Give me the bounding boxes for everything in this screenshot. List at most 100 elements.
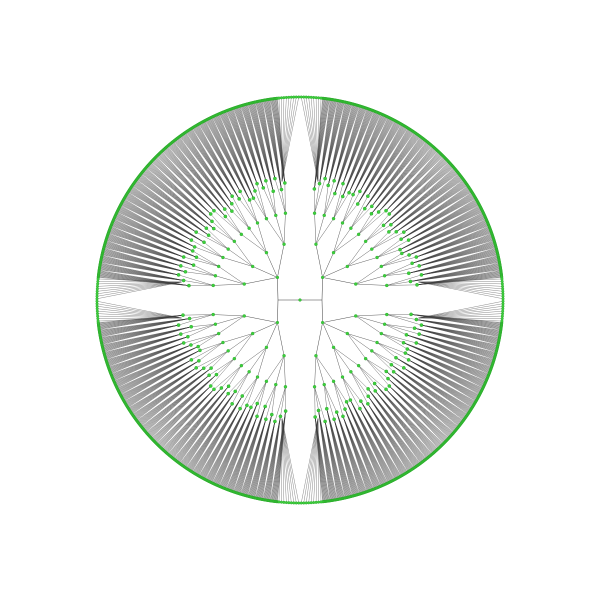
leaf-edge bbox=[418, 278, 502, 283]
leaf-edge bbox=[319, 100, 338, 184]
leaf-edge bbox=[150, 162, 213, 222]
level3-edge bbox=[253, 198, 267, 219]
leaf-edge bbox=[281, 418, 297, 503]
level2-node bbox=[255, 375, 260, 379]
leaf-edge bbox=[98, 317, 182, 322]
level2-edge bbox=[347, 257, 378, 267]
level3-node bbox=[332, 178, 336, 183]
leaf-node bbox=[294, 95, 298, 99]
leaf-edge bbox=[98, 278, 182, 283]
level3-node bbox=[414, 255, 419, 259]
level3-edge bbox=[365, 358, 390, 387]
level3-node bbox=[223, 214, 228, 219]
leaf-edge bbox=[110, 344, 191, 375]
level1-node bbox=[250, 331, 255, 336]
level3-edge bbox=[358, 210, 387, 235]
level2-edge bbox=[315, 215, 325, 245]
level3-edge bbox=[191, 324, 216, 327]
level3-edge bbox=[314, 178, 326, 214]
leaf-node bbox=[309, 501, 313, 505]
level1-node bbox=[331, 345, 336, 350]
level3-node bbox=[387, 230, 391, 234]
leaf-edge bbox=[120, 359, 192, 396]
level3-node bbox=[343, 407, 347, 411]
leaf-edge bbox=[240, 419, 267, 495]
leaf-node bbox=[302, 501, 306, 505]
leaf-edge bbox=[281, 418, 283, 503]
level3-edge bbox=[333, 196, 343, 219]
leaf-edge bbox=[141, 375, 210, 427]
leaf-edge bbox=[101, 255, 179, 276]
leaf-edge bbox=[418, 281, 503, 287]
leaf-node bbox=[279, 500, 283, 504]
level3-edge bbox=[228, 371, 250, 394]
leaf-node bbox=[314, 96, 318, 100]
level3-edge bbox=[265, 384, 276, 420]
level3-edge bbox=[350, 196, 369, 229]
leaf-edge bbox=[303, 418, 319, 503]
leaf-edge bbox=[254, 102, 274, 192]
leaf-edge bbox=[391, 364, 464, 421]
level3-node bbox=[419, 323, 424, 327]
level3-node bbox=[372, 381, 377, 386]
leaf-node bbox=[95, 307, 99, 311]
leaf-edge bbox=[212, 407, 252, 484]
leaf-edge bbox=[156, 156, 211, 215]
level3-edge bbox=[221, 365, 242, 389]
leaf-edge bbox=[368, 388, 421, 464]
level3-edge bbox=[178, 274, 214, 286]
level3-node bbox=[283, 409, 288, 413]
leaf-edge bbox=[416, 319, 500, 338]
level3-node bbox=[341, 181, 345, 186]
level2-node bbox=[211, 283, 215, 288]
level3-node bbox=[317, 181, 322, 186]
level3-node bbox=[387, 212, 392, 216]
level3-node bbox=[233, 389, 238, 394]
level2-node bbox=[331, 379, 336, 384]
leaf-node bbox=[95, 284, 99, 288]
level3-node bbox=[279, 187, 284, 192]
leaf-node bbox=[277, 500, 281, 504]
leaf-edge bbox=[185, 132, 232, 204]
level3-node bbox=[334, 410, 339, 414]
leaf-edge bbox=[409, 225, 490, 256]
leaf-edge bbox=[185, 403, 233, 469]
leaf-node bbox=[500, 277, 504, 281]
leaf-edge bbox=[401, 198, 476, 240]
leaf-edge bbox=[396, 185, 468, 232]
level3-edge bbox=[213, 365, 242, 390]
level2-node bbox=[375, 255, 379, 260]
leaf-edge bbox=[418, 301, 504, 319]
level1-edge bbox=[315, 322, 323, 356]
level2-node bbox=[232, 356, 237, 361]
level3-edge bbox=[324, 384, 337, 413]
leaf-edge bbox=[113, 346, 199, 382]
leaf-edge bbox=[281, 97, 287, 182]
leaf-edge bbox=[412, 240, 495, 264]
leaf-edge bbox=[414, 328, 497, 353]
leaf-node bbox=[297, 501, 301, 505]
leaf-edge bbox=[151, 385, 211, 439]
leaf-edge bbox=[102, 326, 192, 346]
level3-node bbox=[386, 376, 390, 381]
level3-edge bbox=[225, 216, 242, 235]
leaf-edge bbox=[281, 96, 299, 182]
level3-node bbox=[355, 202, 360, 206]
level3-node bbox=[398, 247, 402, 252]
level3-node bbox=[384, 208, 388, 213]
level3-edge bbox=[358, 365, 375, 384]
leaf-edge bbox=[306, 418, 319, 503]
leaf-edge bbox=[371, 145, 433, 214]
leaf-edge bbox=[179, 391, 236, 464]
level2-edge bbox=[333, 228, 352, 253]
leaf-edge bbox=[269, 99, 282, 190]
leaf-edge bbox=[342, 110, 374, 184]
level2-edge bbox=[275, 355, 285, 385]
leaf-edge bbox=[191, 128, 233, 197]
level3-edge bbox=[263, 187, 276, 216]
level3-edge bbox=[376, 342, 406, 354]
leaf-edge bbox=[145, 167, 214, 229]
level2-node bbox=[264, 216, 269, 221]
leaf-edge bbox=[173, 141, 225, 210]
leaf-node bbox=[96, 317, 100, 321]
